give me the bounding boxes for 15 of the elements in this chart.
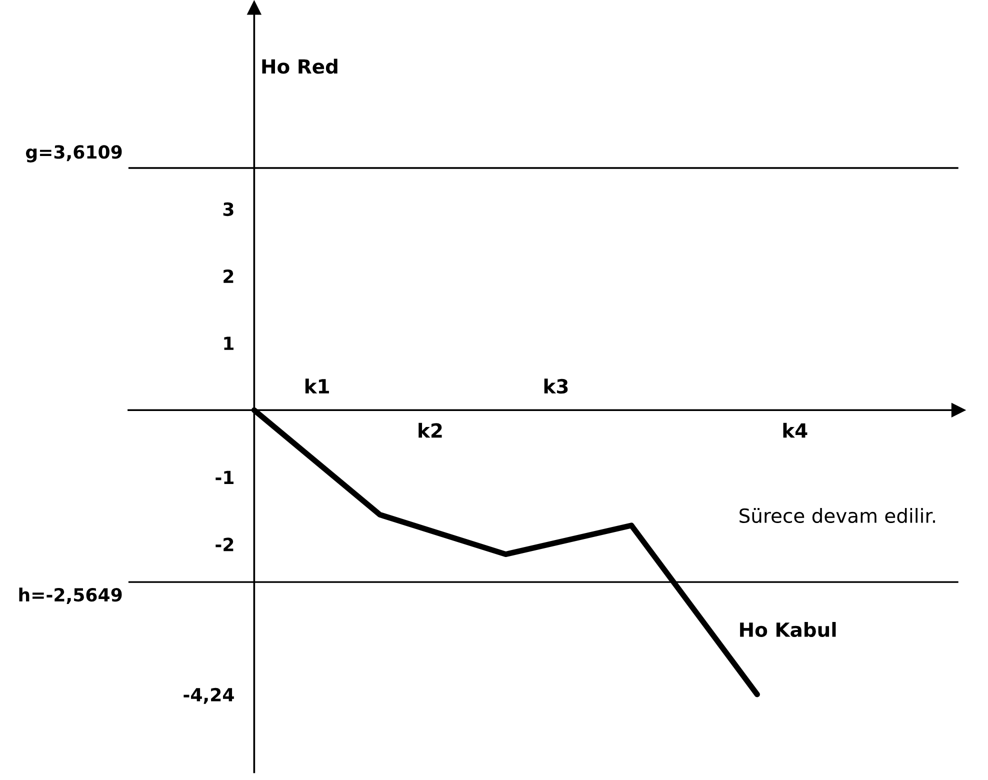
y-tick-label: -4,24 xyxy=(184,688,234,704)
y-tick-label: 3 xyxy=(223,202,234,216)
y-tick-label: -1 xyxy=(216,470,234,484)
y-tick-label: 1 xyxy=(224,336,234,350)
ref-line-label: h=-2,5649 xyxy=(19,588,122,604)
annotation: Ho Red xyxy=(262,58,338,74)
annotation: k3 xyxy=(544,378,568,394)
y-tick-label: -2 xyxy=(216,538,234,552)
annotation: Sürece devam edilir. xyxy=(740,508,935,524)
annotation: k4 xyxy=(783,422,808,438)
annotation: k2 xyxy=(418,422,442,438)
annotation: Ho Kabul xyxy=(740,622,836,638)
annotation: k1 xyxy=(305,378,329,394)
y-tick-label: 2 xyxy=(224,269,234,283)
ref-line-label: g=3,6109 xyxy=(26,145,122,162)
